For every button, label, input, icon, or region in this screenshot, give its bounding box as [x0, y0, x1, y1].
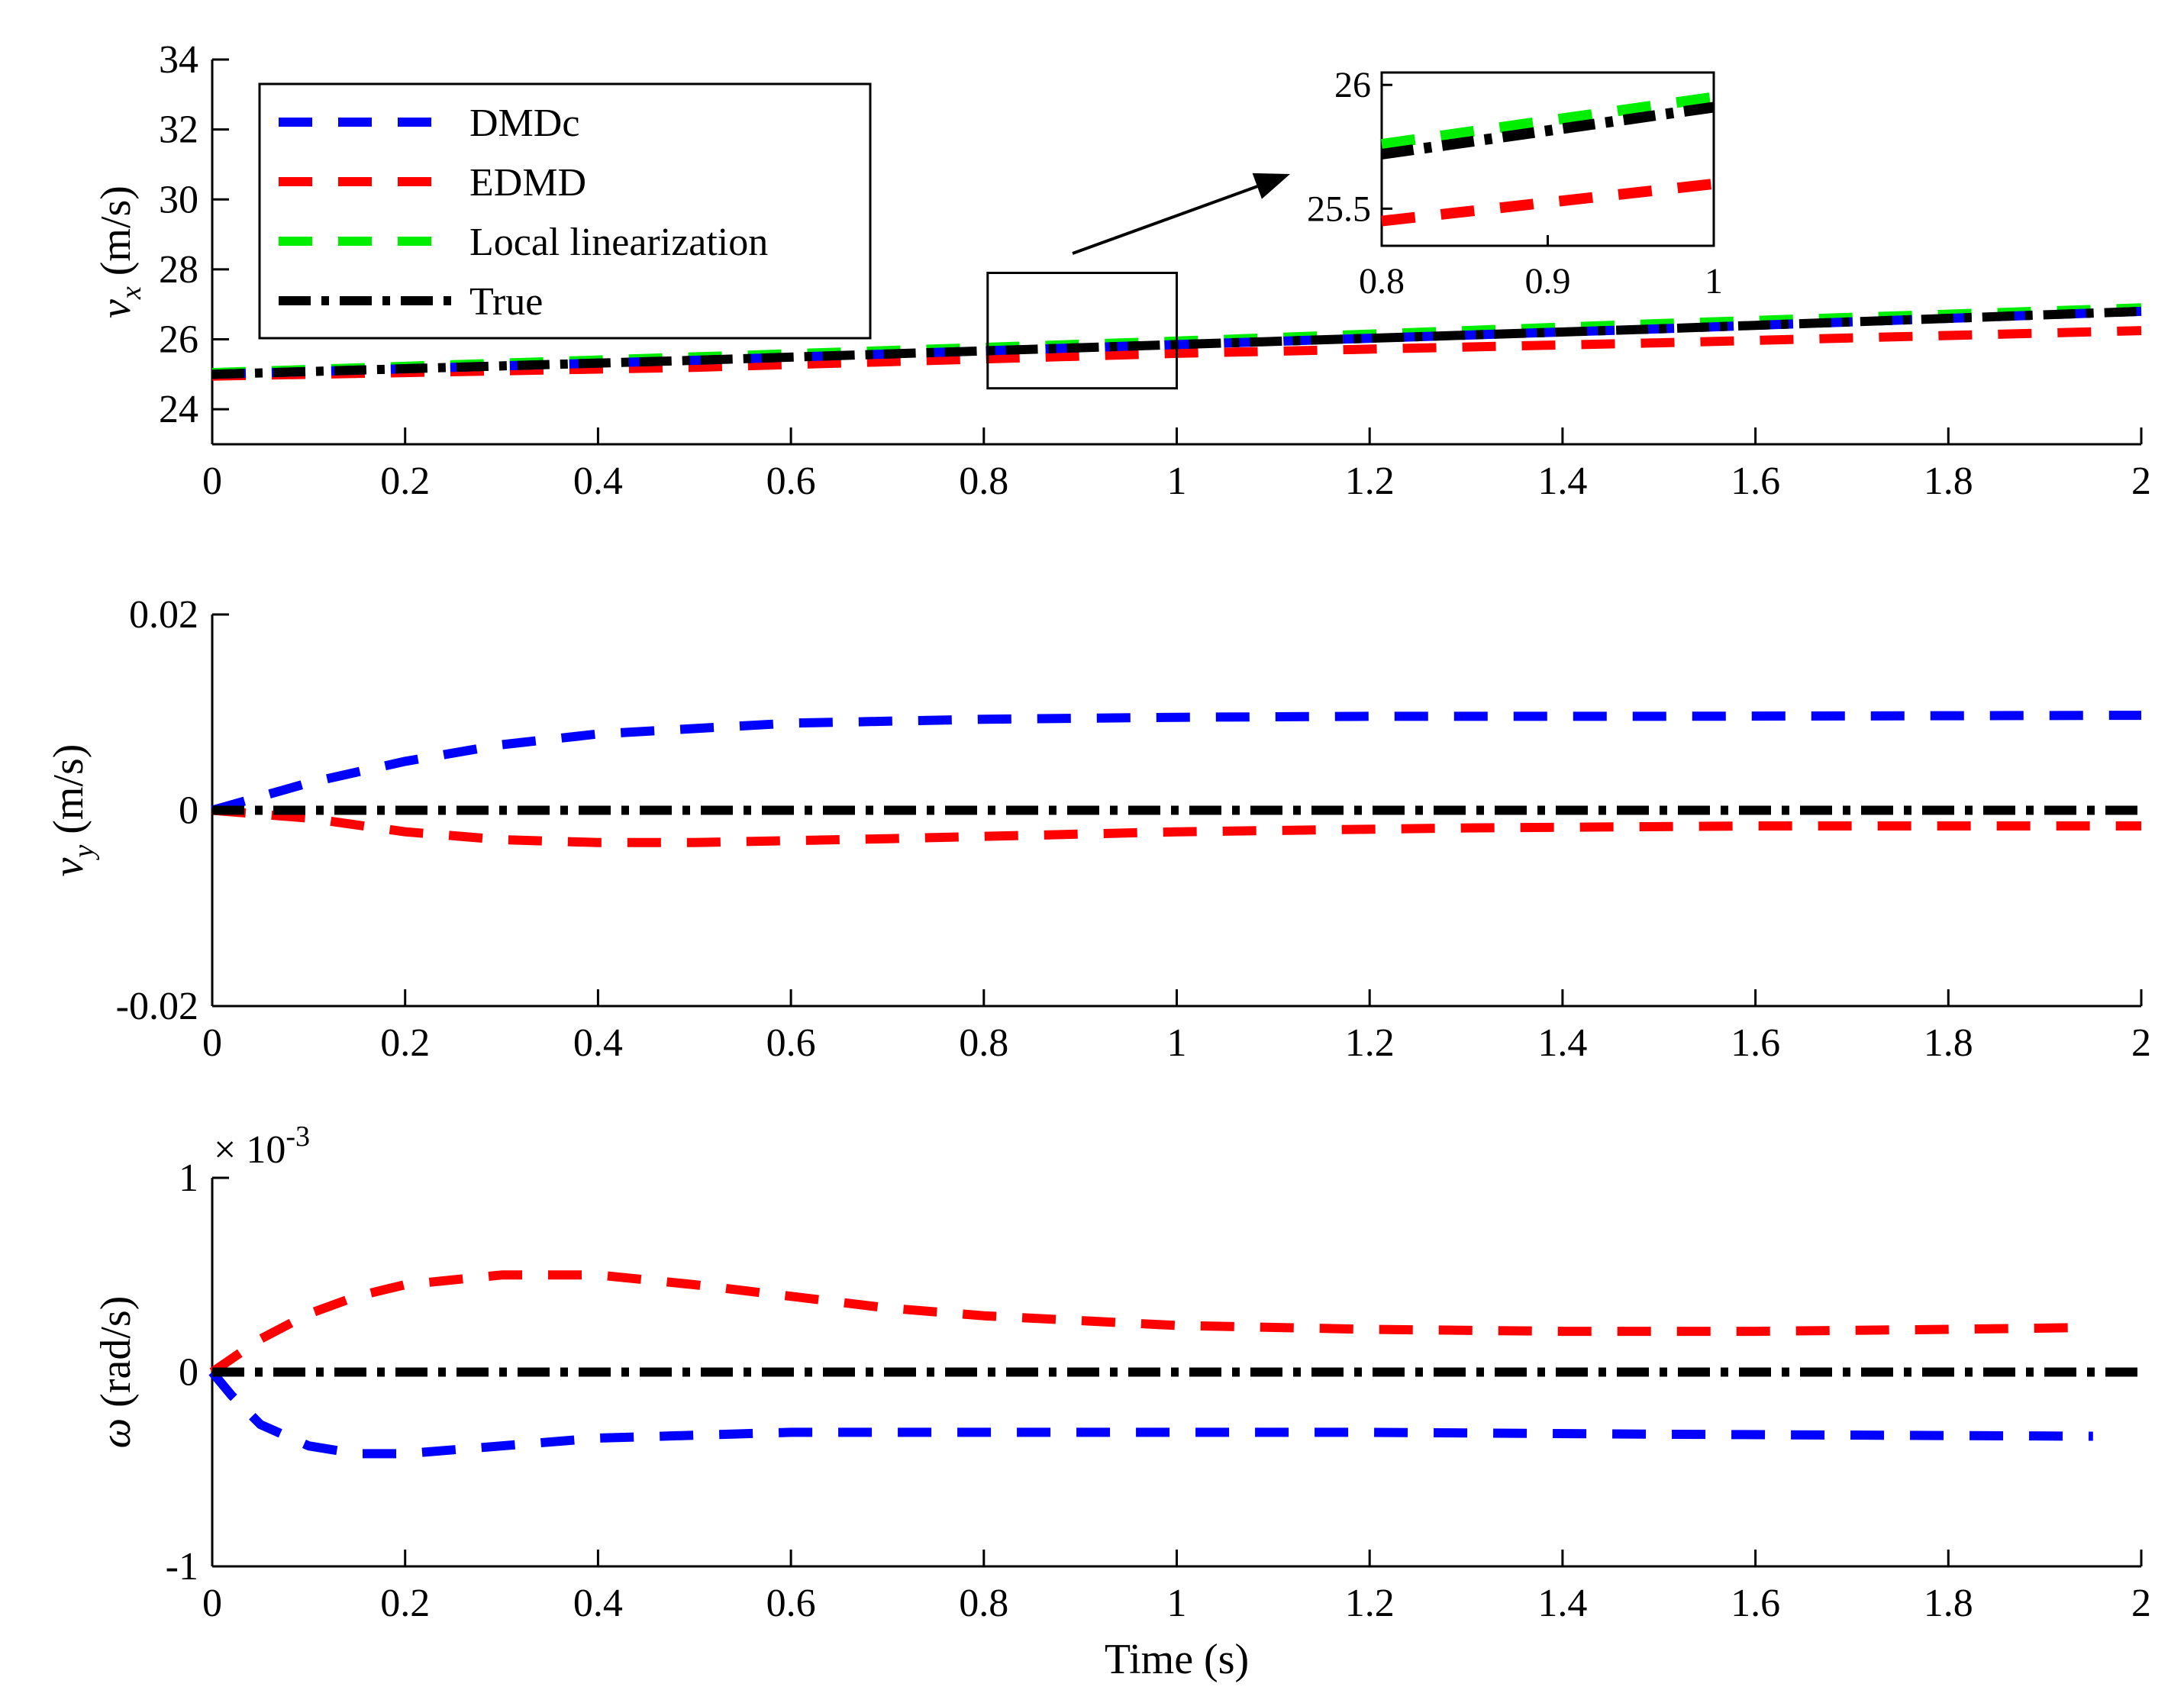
vy-y-tick-label: 0: [179, 789, 198, 833]
zoom-arrow-line: [1072, 176, 1282, 255]
vx-y-axis-label: vx (m/s): [92, 185, 147, 318]
vx-y-tick-label: 30: [159, 178, 198, 221]
vx-x-tick-label: 1.4: [1537, 460, 1587, 503]
omega-series-edmd: [209, 1270, 2093, 1376]
omega-y-axis-label: ω (rad/s): [92, 1296, 140, 1449]
omega-x-tick-label: 1: [1167, 1582, 1187, 1625]
vx-x-tick-label: 1.8: [1924, 460, 1973, 503]
inset-zoom: 0.8 0.9 1 25.5 26: [986, 65, 1723, 390]
zoom-region-box: [986, 271, 1179, 390]
vx-x-tick-label: 1.6: [1731, 460, 1780, 503]
vy-series-edmd: [211, 805, 2141, 847]
legend: DMDc EDMD Local linearization True: [258, 82, 872, 340]
omega-x-tick-label: 0.6: [766, 1582, 816, 1625]
vx-y-tick-label: 24: [159, 388, 198, 431]
omega-x-tick-label: 0: [202, 1582, 222, 1625]
vy-x-tick-label: 1.8: [1924, 1021, 1973, 1065]
vy-x-tick-label: 1.6: [1731, 1021, 1780, 1065]
vx-x-tick-label: 0.6: [766, 460, 816, 503]
omega-x-tick-label: 2: [2131, 1582, 2151, 1625]
vy-subplot: 0 0.2 0.4 0.6 0.8 1 1.2 1.4 1.6 1.8 2-0.0200.02vy …: [45, 593, 2151, 1065]
vx-x-tick-label: 0: [202, 460, 222, 503]
vx-x-tick-label: 1.2: [1345, 460, 1395, 503]
omega-x-tick-label: 0.4: [573, 1582, 623, 1625]
vy-x-tick-label: 1: [1167, 1021, 1187, 1065]
legend-label-dmdc: DMDc: [469, 102, 579, 145]
omega-x-axis-label: Time (s): [1105, 1636, 1249, 1683]
omega-x-tick-label: 1.6: [1731, 1582, 1780, 1625]
legend-label-edmd: EDMD: [469, 161, 586, 205]
omega-x-tick-label: 1.8: [1924, 1582, 1973, 1625]
vy-x-tick-label: 2: [2131, 1021, 2151, 1065]
inset-x-tick-label: 0.9: [1525, 261, 1571, 302]
vy-x-tick-label: 0.6: [766, 1021, 816, 1065]
omega-x-tick-label: 0.8: [959, 1582, 1008, 1625]
vy-series-dmdc: [211, 711, 2142, 815]
vx-y-tick-label: 28: [159, 248, 198, 292]
vx-x-tick-label: 0.2: [380, 460, 430, 503]
vx-y-tick-label: 32: [159, 108, 198, 152]
omega-x-tick-label: 0.2: [380, 1582, 430, 1625]
inset-y-tick-label: 25.5: [1307, 189, 1371, 229]
vx-x-tick-label: 1: [1167, 460, 1187, 503]
inset-x-tick-label: 0.8: [1359, 261, 1405, 302]
omega-x-tick-label: 1.4: [1537, 1582, 1587, 1625]
inset-x-tick-label: 1: [1705, 261, 1723, 302]
legend-label-local-linearization: Local linearization: [469, 221, 768, 264]
inset-y-tick-label: 26: [1334, 65, 1371, 105]
inset-axes-box: [1380, 71, 1715, 247]
vy-x-tick-label: 0: [202, 1021, 222, 1065]
omega-series-dmdc: [208, 1369, 2093, 1459]
omega-exponent-label: × 10-3: [214, 1121, 310, 1172]
vy-x-tick-label: 0.8: [959, 1021, 1008, 1065]
omega-x-tick-label: 1.2: [1345, 1582, 1395, 1625]
vx-x-tick-label: 0.4: [573, 460, 623, 503]
vx-y-tick-label: 26: [159, 318, 198, 362]
vx-y-tick-label: 34: [159, 38, 198, 82]
vy-x-tick-label: 0.2: [380, 1021, 430, 1065]
legend-label-true: True: [469, 280, 543, 324]
omega-y-tick-label: -1: [166, 1545, 198, 1588]
inset-series-true: [1381, 102, 1715, 160]
vy-y-tick-label: 0.02: [129, 593, 198, 637]
vy-y-axis-label: vy (m/s): [45, 744, 100, 877]
vx-x-tick-label: 2: [2131, 460, 2151, 503]
vy-x-tick-label: 1.2: [1345, 1021, 1395, 1065]
omega-y-tick-label: 1: [179, 1156, 198, 1200]
zoom-arrow-head: [1252, 173, 1290, 199]
vy-x-tick-label: 1.4: [1537, 1021, 1587, 1065]
vy-y-tick-label: -0.02: [116, 985, 198, 1028]
vy-x-tick-label: 0.4: [573, 1021, 623, 1065]
vx-x-tick-label: 0.8: [959, 460, 1008, 503]
omega-y-tick-label: 0: [179, 1351, 198, 1395]
